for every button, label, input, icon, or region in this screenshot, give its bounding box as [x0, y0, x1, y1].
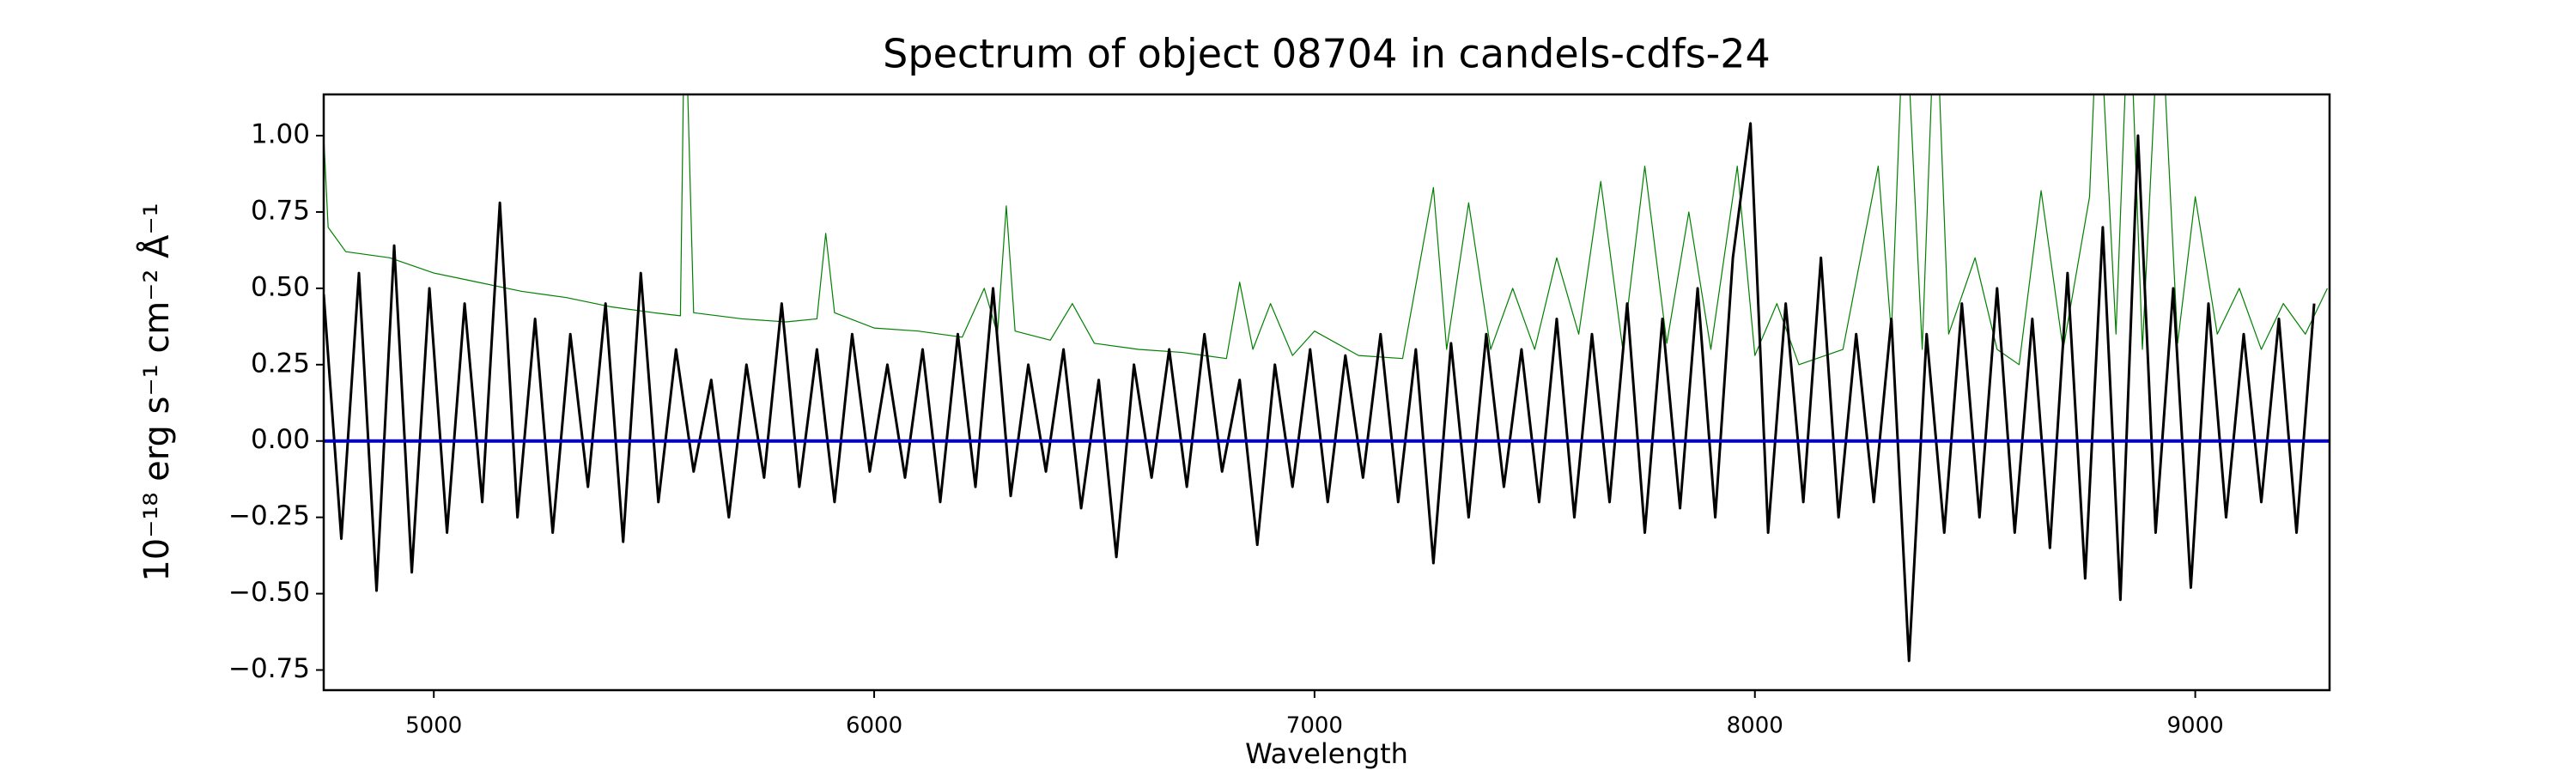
y-tick-label: −0.50: [228, 577, 310, 608]
x-tick-label: 6000: [846, 713, 902, 739]
y-tick-label: 1.00: [251, 119, 310, 150]
x-tick-label: 9000: [2166, 713, 2223, 739]
y-tick-label: 0.25: [251, 348, 310, 379]
series-line: [324, 122, 2316, 663]
y-tick-label: −0.25: [228, 500, 310, 531]
plot-frame: [322, 93, 2331, 692]
x-axis-label: Wavelength: [1245, 737, 1408, 770]
x-tick-label: 5000: [405, 713, 462, 739]
y-tick-label: 0.00: [251, 424, 310, 455]
y-tick-label: 0.75: [251, 195, 310, 226]
y-axis-label: 10⁻¹⁸ erg s⁻¹ cm⁻² Å⁻¹: [136, 203, 177, 581]
x-tick-label: 7000: [1286, 713, 1343, 739]
series-line: [324, 94, 2328, 366]
chart-title: Spectrum of object 08704 in candels-cdfs…: [883, 31, 1771, 77]
y-tick-label: 0.50: [251, 271, 310, 302]
x-tick-label: 8000: [1727, 713, 1783, 739]
plot-area: [324, 94, 2330, 663]
y-tick-label: −0.75: [228, 653, 310, 684]
